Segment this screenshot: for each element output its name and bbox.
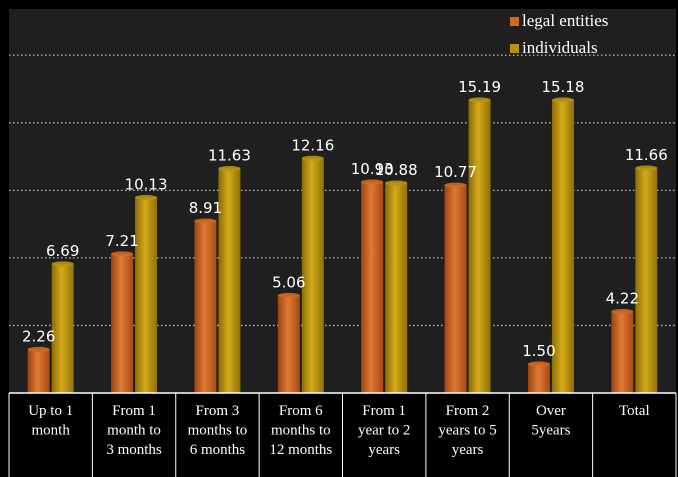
bar-top-cap (611, 309, 634, 315)
category-label: Over 5years (531, 403, 570, 439)
legend-swatch (510, 17, 519, 26)
bar-legal-entities (444, 185, 467, 393)
bar-legal-entities (111, 253, 134, 393)
data-label: 10.13 (125, 175, 168, 193)
bar-legal-entities (361, 182, 384, 393)
category-label: From 1 month to 3 months (106, 403, 162, 458)
legend-swatch (510, 44, 519, 53)
category-label: Up to 1 month (28, 403, 73, 439)
bar-top-cap (444, 182, 467, 188)
bar-legal-entities (194, 221, 217, 393)
data-label: 7.21 (105, 232, 138, 250)
bar-top-cap (135, 194, 158, 200)
data-label: 6.69 (46, 242, 79, 260)
bar-individuals (468, 99, 491, 393)
category-label: From 2 years to 5 years (438, 403, 496, 458)
bar-top-cap (27, 346, 50, 352)
bar-top-cap (218, 166, 241, 172)
category-labels: Up to 1 month From 1 month to 3 months From 3… (28, 403, 649, 458)
data-label: 2.26 (22, 327, 55, 345)
data-label: 10.77 (434, 163, 477, 181)
bar-top-cap (635, 165, 658, 171)
bar-top-cap (385, 180, 408, 186)
bar-top-cap (527, 361, 550, 367)
bar-individuals (385, 183, 408, 393)
data-labels: 2.26 6.69 7.21 10.13 8.91 11.63 5.06 12.16 10.93… (22, 78, 668, 360)
data-label: 1.50 (522, 342, 555, 360)
data-label: 15.19 (458, 78, 501, 96)
category-label: From 6 months to 12 months (269, 403, 332, 458)
bar-individuals (218, 168, 241, 393)
bar-legal-entities (27, 349, 50, 393)
bar-top-cap (51, 261, 74, 267)
bar-individuals (301, 158, 324, 393)
plot-area (9, 9, 676, 393)
bar-top-cap (361, 179, 384, 185)
legend-label: legal entities (522, 11, 608, 30)
bar-legal-entities (277, 295, 300, 393)
data-label: 12.16 (291, 136, 334, 154)
x-axis-ticks (8, 393, 677, 477)
bars (27, 97, 658, 393)
bar-legal-entities (527, 364, 550, 393)
bar-individuals (135, 197, 158, 393)
bar-top-cap (111, 251, 134, 257)
data-label: 10.93 (351, 160, 394, 178)
bar-top-cap (194, 218, 217, 224)
bar-top-cap (277, 292, 300, 298)
data-label: 10.88 (375, 161, 418, 179)
data-label: 4.22 (606, 290, 639, 308)
category-label: Total (619, 403, 650, 419)
legend-label: individuals (522, 38, 598, 57)
data-label: 11.63 (208, 147, 251, 165)
data-label: 15.18 (541, 78, 584, 96)
bar-top-cap (551, 97, 574, 103)
gridlines (9, 54, 676, 327)
bar-individuals (635, 167, 658, 393)
bar-legal-entities (611, 311, 634, 393)
data-label: 11.66 (625, 146, 668, 164)
legend: legal entities individuals (510, 11, 608, 57)
bar-top-cap (301, 155, 324, 161)
category-label: From 1 year to 2 years (358, 403, 410, 458)
data-label: 8.91 (189, 199, 222, 217)
bar-individuals (551, 100, 574, 393)
bar-individuals (51, 263, 74, 393)
data-label: 5.06 (272, 273, 305, 291)
bar-top-cap (468, 97, 491, 103)
category-label: From 3 months to 6 months (188, 403, 248, 458)
